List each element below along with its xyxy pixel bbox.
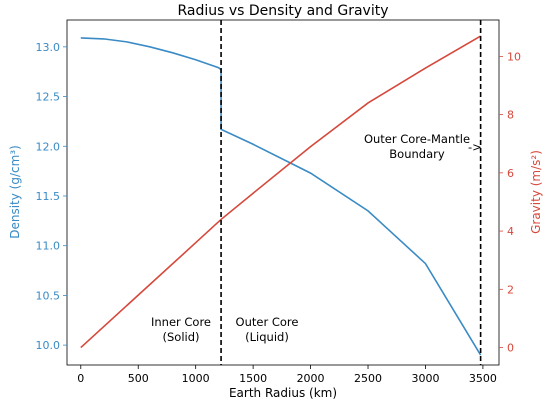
plot-area xyxy=(66,19,500,366)
outer-core-annotation: (Liquid) xyxy=(245,330,289,344)
right-tick-label: 0 xyxy=(507,342,514,355)
x-tick-label: 3000 xyxy=(411,372,439,385)
right-axis-ticks: 0 2 4 6 8 10 xyxy=(499,50,521,355)
x-tick-label: 1500 xyxy=(239,372,267,385)
left-tick-label: 11.5 xyxy=(36,190,61,203)
x-tick-label: 1000 xyxy=(182,372,210,385)
left-tick-label: 12.0 xyxy=(36,140,61,153)
right-tick-label: 10 xyxy=(507,50,521,63)
x-axis-ticks: 0 500 1000 1500 2000 2500 3000 3500 xyxy=(77,365,497,385)
right-axis-label: Gravity (m/s²) xyxy=(529,150,543,234)
outer-core-annotation: Outer Core xyxy=(236,315,299,329)
chart-title: Radius vs Density and Gravity xyxy=(177,3,388,19)
left-tick-label: 10.0 xyxy=(36,339,61,352)
left-tick-label: 13.0 xyxy=(36,41,61,54)
x-tick-label: 2500 xyxy=(354,372,382,385)
inner-core-annotation: (Solid) xyxy=(163,330,200,344)
left-tick-label: 10.5 xyxy=(36,289,61,302)
right-tick-label: 4 xyxy=(507,225,514,238)
inner-core-annotation: Inner Core xyxy=(151,315,211,329)
left-tick-label: 11.0 xyxy=(36,240,61,253)
density-line xyxy=(80,37,482,356)
right-tick-label: 6 xyxy=(507,167,514,180)
x-tick-label: 3500 xyxy=(469,372,497,385)
boundary-arrow: -> xyxy=(468,140,482,154)
core-mantle-boundary-annotation: Boundary xyxy=(389,147,445,161)
x-tick-label: 0 xyxy=(77,372,84,385)
x-tick-label: 500 xyxy=(128,372,149,385)
x-axis-label: Earth Radius (km) xyxy=(229,386,337,400)
left-axis-label: Density (g/cm³) xyxy=(8,145,22,239)
annotations: Inner Core(Solid) Outer Core(Liquid) Outer… xyxy=(151,132,482,344)
right-tick-label: 8 xyxy=(507,109,514,122)
gravity-line xyxy=(80,35,482,349)
right-tick-label: 2 xyxy=(507,283,514,296)
plot-frame xyxy=(66,19,500,366)
left-axis-ticks: 10.0 10.5 11.0 11.5 12.0 12.5 13.0 xyxy=(36,41,67,352)
x-tick-label: 2000 xyxy=(297,372,325,385)
left-tick-label: 12.5 xyxy=(36,91,61,104)
core-mantle-boundary-annotation: Outer Core-Mantle xyxy=(364,132,470,146)
